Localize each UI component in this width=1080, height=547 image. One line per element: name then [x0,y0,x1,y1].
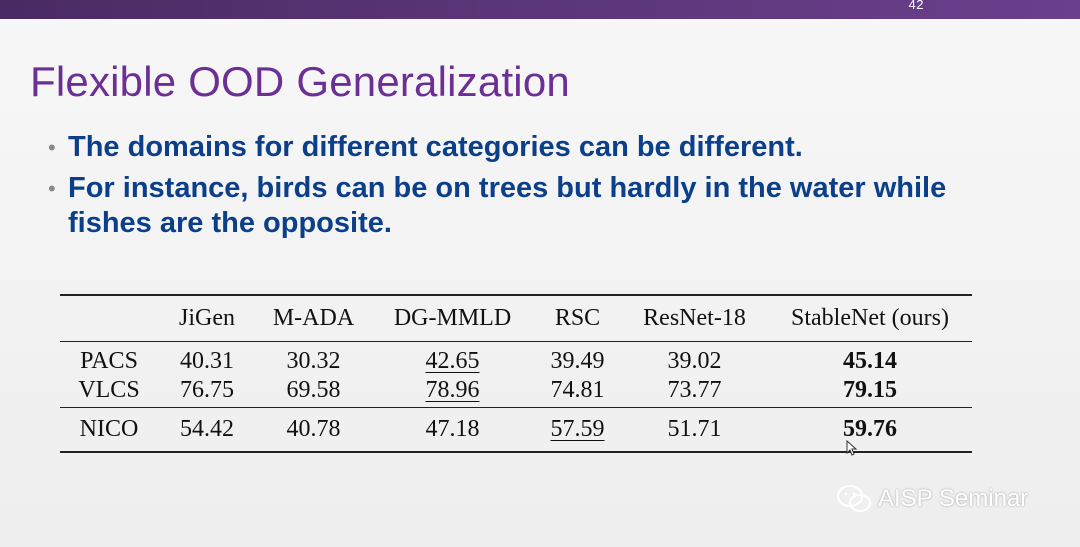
cell-value: 40.31 [180,347,234,374]
cell-value: 30.32 [286,347,341,374]
results-table: JiGen M-ADA DG-MMLD RSC ResNet-18 StableNet (… [60,294,972,453]
table-row: PACS 40.31 30.32 42.65 39.49 39.02 45.14 [60,341,972,375]
cell-value: 39.49 [550,347,605,374]
slide-canvas [0,19,1080,547]
mouse-cursor-icon [846,440,858,456]
table-cell: 59.76 [768,408,972,452]
row-label: VLCS [78,377,140,404]
column-header: M-ADA [272,304,355,331]
table-cell: 51.71 [621,408,768,452]
cell-value: 76.75 [180,377,234,404]
slide-number: 42 [908,0,924,12]
table-cell: 47.18 [371,408,534,452]
table-cell: 69.58 [256,375,371,408]
column-header: RSC [554,304,601,331]
table-cell: 40.78 [256,408,371,452]
cell-value: 74.81 [550,377,605,404]
table-corner-cell [60,295,158,341]
cell-value: 47.18 [425,415,480,442]
table-cell: 57.59 [534,408,621,452]
bullet-item: • The domains for different categories c… [46,130,1006,165]
cell-value: 57.59 [550,415,605,442]
table-cell: 79.15 [768,375,972,408]
cell-value: 51.71 [667,415,722,442]
table-cell: 54.42 [158,408,256,452]
cell-value: 45.14 [843,347,897,374]
watermark-text: AISP Seminar [878,485,1029,512]
table-cell: 78.96 [371,375,534,408]
cell-value: 78.96 [425,377,480,404]
table-cell: 42.65 [371,341,534,375]
slide-title: Flexible OOD Generalization [30,58,570,105]
table-cell: 30.32 [256,341,371,375]
bullet-list: • The domains for different categories c… [46,130,1006,247]
column-header: ResNet-18 [643,304,746,331]
table-cell: 73.77 [621,375,768,408]
cell-value: 59.76 [843,415,897,442]
bullet-text: For instance, birds can be on trees but … [68,172,947,239]
cell-value: 40.78 [286,415,341,442]
row-label: PACS [80,347,138,374]
cell-value: 39.02 [667,347,722,374]
column-header: DG-MMLD [393,304,512,331]
cell-value: 73.77 [667,377,722,404]
column-header: StableNet (ours) [791,304,949,331]
table-cell: 74.81 [534,375,621,408]
cell-value: 54.42 [180,415,234,442]
table-cell: 39.49 [534,341,621,375]
table-cell: 40.31 [158,341,256,375]
table-cell: 39.02 [621,341,768,375]
bullet-item: • For instance, birds can be on trees bu… [46,171,1006,241]
table-cell: 76.75 [158,375,256,408]
row-label: NICO [79,415,139,442]
cell-value: 69.58 [286,377,341,404]
cell-value: 79.15 [843,377,897,404]
bullet-dot-icon: • [48,176,56,201]
watermark: AISP Seminar [836,484,1028,514]
wechat-icon [837,485,871,512]
table-row: NICO 54.42 40.78 47.18 57.59 51.71 59.76 [60,408,972,452]
cell-value: 42.65 [425,347,480,374]
column-header: JiGen [179,304,235,331]
table-row: VLCS 76.75 69.58 78.96 74.81 73.77 79.15 [60,375,972,408]
top-bar: 42 [0,0,1080,19]
bullet-dot-icon: • [48,135,56,160]
table-cell: 45.14 [768,341,972,375]
table-header-row: JiGen M-ADA DG-MMLD RSC ResNet-18 StableNet (… [60,295,972,341]
bullet-text: The domains for different categories can… [68,131,803,163]
